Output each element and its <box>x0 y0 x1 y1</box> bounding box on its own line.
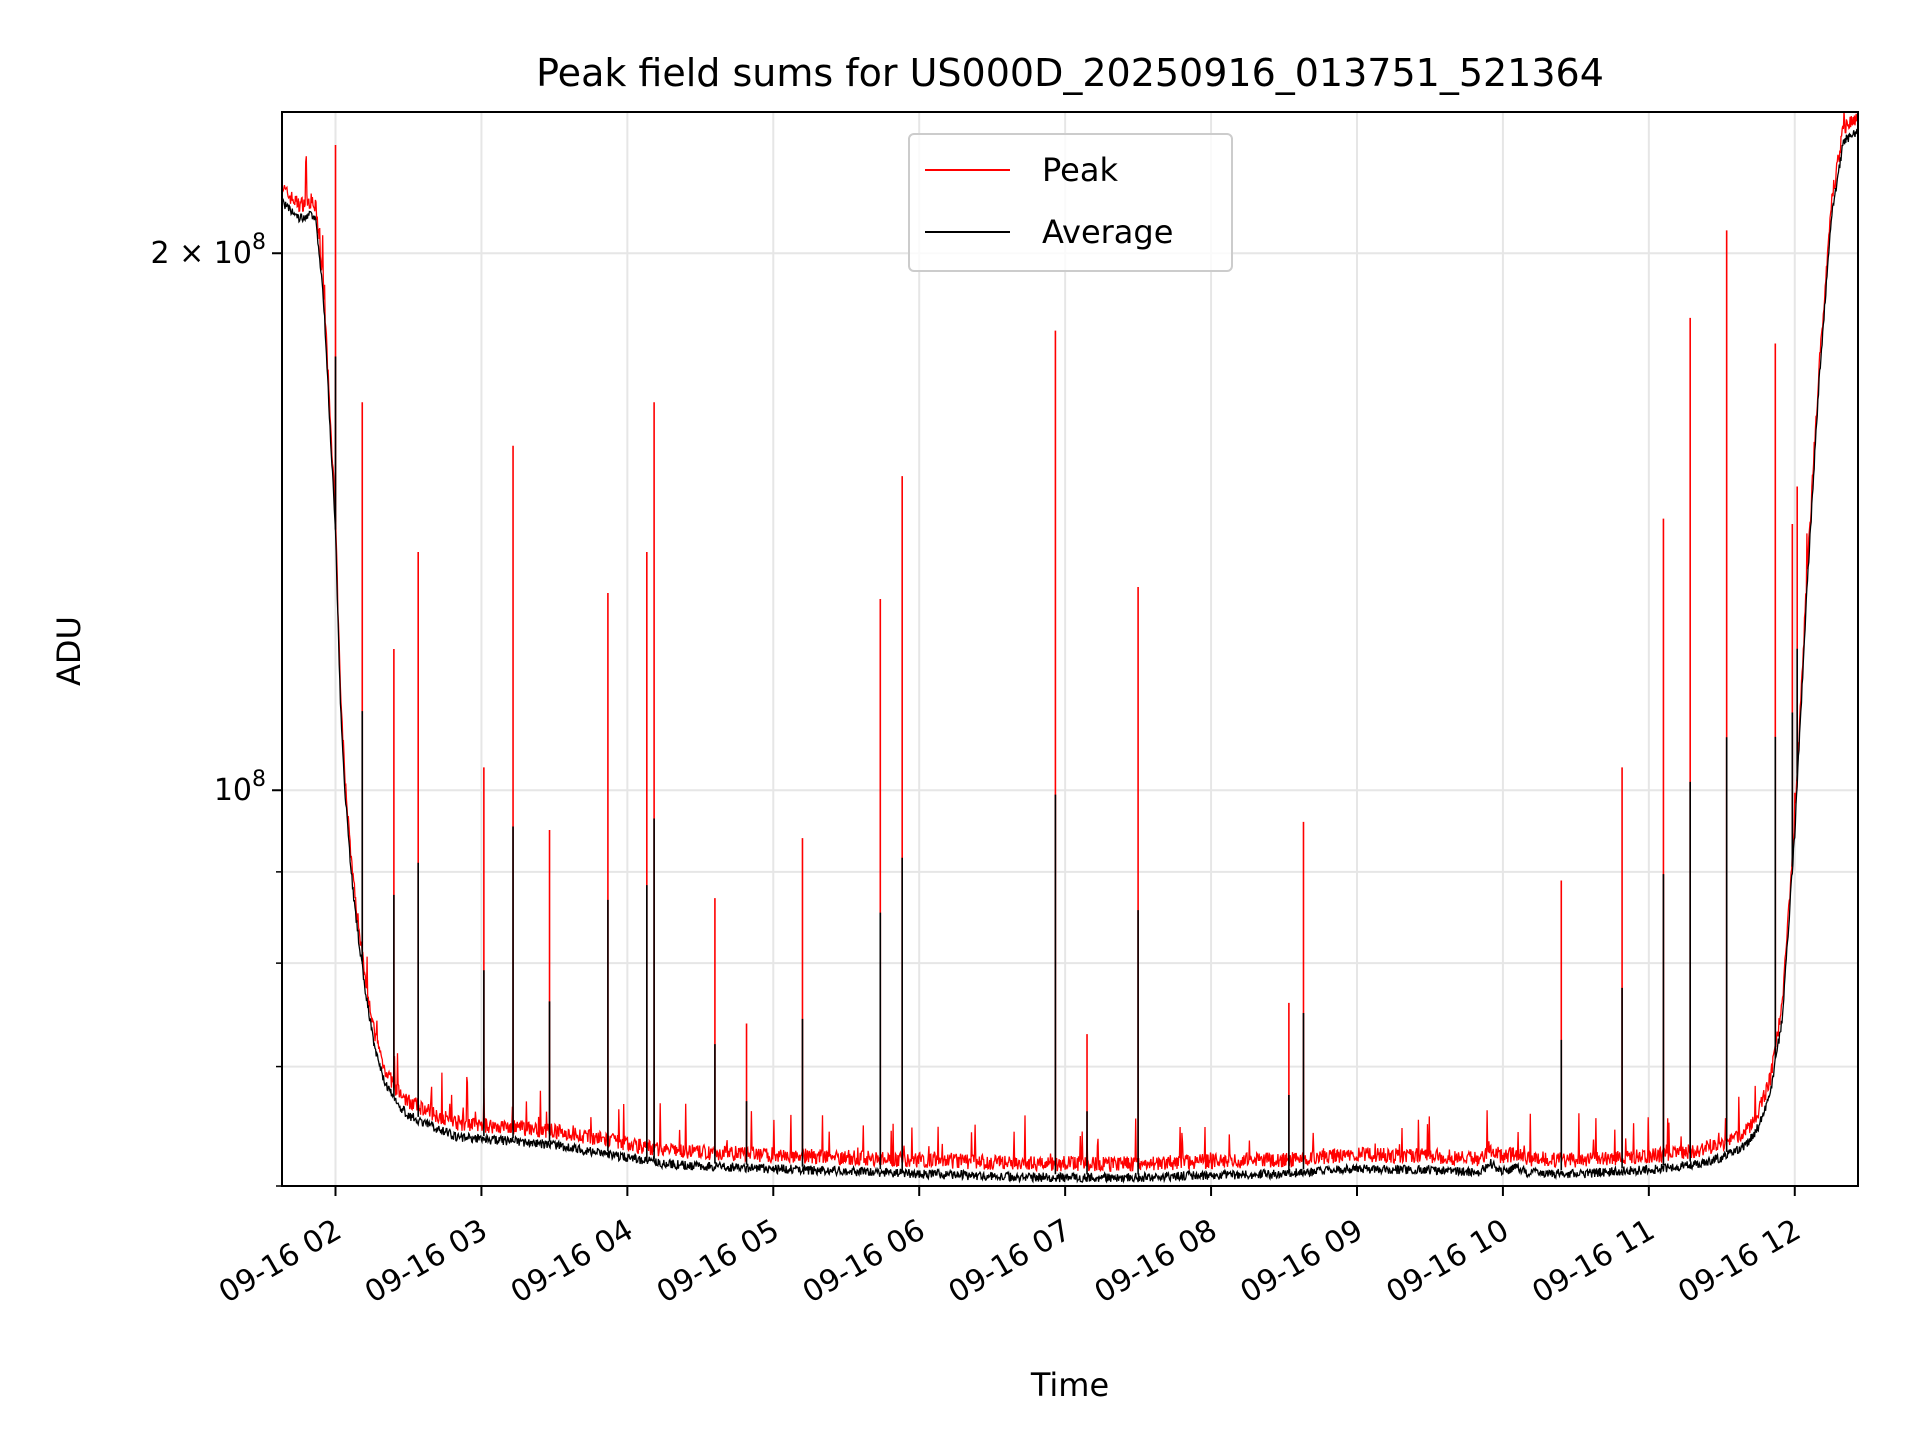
series-group <box>282 112 1858 1184</box>
series-layer <box>282 112 1858 1184</box>
y-tick-label: 2 × 108 <box>151 230 266 271</box>
legend-label-peak: Peak <box>1042 151 1118 189</box>
series-average-line <box>282 128 1858 1184</box>
x-axis-label: Time <box>1030 1366 1109 1404</box>
grid <box>282 112 1858 1187</box>
chart-title: Peak field sums for US000D_20250916_0137… <box>536 51 1604 95</box>
legend: Peak Average <box>908 133 1233 272</box>
y-tick-label: 108 <box>214 767 266 808</box>
legend-label-average: Average <box>1042 213 1173 251</box>
y-axis: 108 2 × 108 <box>151 230 282 1187</box>
plot-frame <box>281 111 1859 1187</box>
series-peak-line <box>282 112 1858 1173</box>
y-axis-label: ADU <box>50 616 88 686</box>
legend-box <box>908 133 1233 272</box>
